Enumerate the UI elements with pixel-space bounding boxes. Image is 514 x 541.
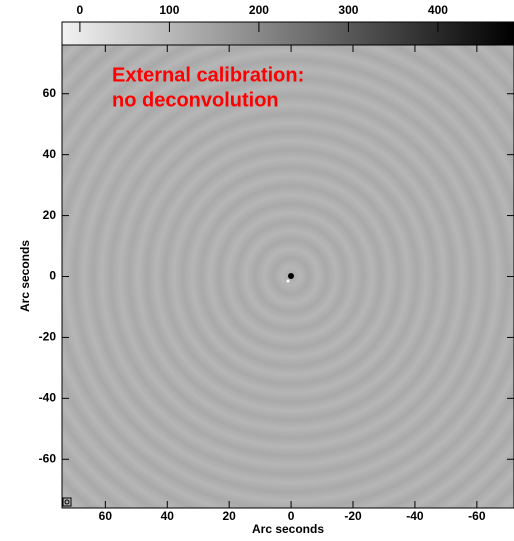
y-tick-label: 60 — [43, 86, 57, 100]
colorbar-tick-label: 100 — [159, 3, 179, 17]
colorbar-tick-label: 400 — [428, 3, 448, 17]
y-tick-label: 0 — [49, 269, 56, 283]
x-tick-label: 60 — [99, 509, 113, 523]
x-tick-label: 40 — [161, 509, 175, 523]
colorbar-tick-label: 300 — [338, 3, 358, 17]
x-tick-label: 20 — [222, 509, 236, 523]
point-source — [288, 273, 294, 279]
colorbar-tick-label: 200 — [249, 3, 269, 17]
colorbar — [61, 21, 514, 46]
annotation: External calibration: — [112, 64, 304, 86]
colorbar-tick-label: 0 — [77, 3, 84, 17]
beam-box — [62, 497, 72, 507]
y-tick-label: -40 — [39, 391, 57, 405]
x-tick-label: -60 — [468, 509, 486, 523]
annotation: no deconvolution — [112, 89, 279, 111]
y-tick-label: 40 — [43, 147, 57, 161]
x-tick-label: -40 — [406, 509, 424, 523]
x-tick-label: -20 — [344, 509, 362, 523]
image-panel — [61, 44, 514, 509]
y-tick-label: -20 — [39, 330, 57, 344]
y-tick-label: -60 — [39, 451, 57, 465]
beam — [64, 499, 70, 505]
y-axis-label: Arc seconds — [18, 240, 32, 312]
y-tick-label: 20 — [43, 208, 57, 222]
x-tick-label: 0 — [288, 509, 295, 523]
source-sidelobe — [286, 279, 290, 283]
x-axis-label: Arc seconds — [252, 522, 324, 536]
